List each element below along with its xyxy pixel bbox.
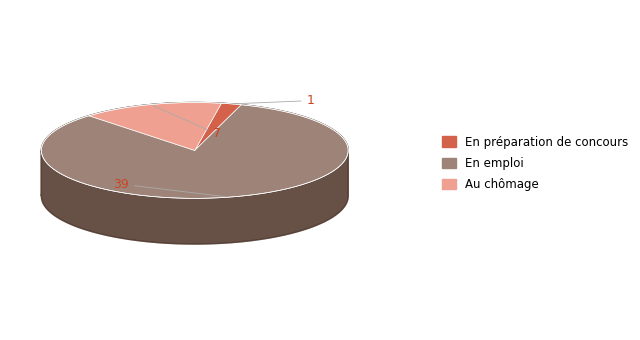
Polygon shape (89, 102, 221, 150)
Text: 39: 39 (113, 177, 227, 197)
Polygon shape (195, 103, 241, 150)
Polygon shape (42, 151, 348, 244)
Text: 1: 1 (234, 94, 314, 107)
Legend: En préparation de concours, En emploi, Au chômage: En préparation de concours, En emploi, A… (437, 131, 634, 196)
Text: 7: 7 (153, 106, 221, 140)
Polygon shape (42, 105, 348, 198)
Polygon shape (42, 151, 348, 244)
Polygon shape (42, 102, 348, 196)
